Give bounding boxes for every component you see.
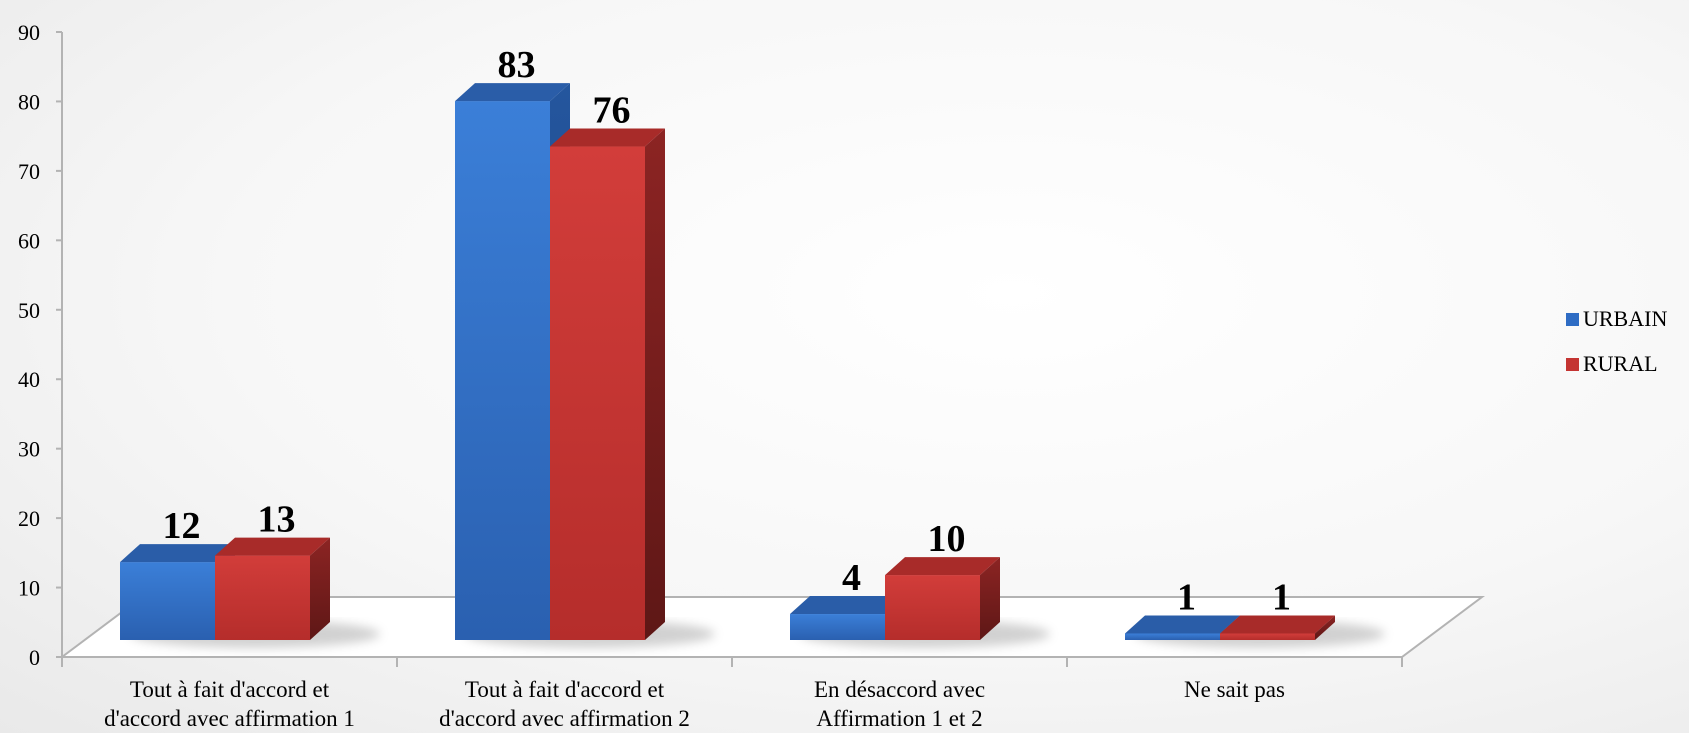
data-label-urbain: 4: [842, 557, 861, 599]
bar-front: [885, 575, 980, 640]
legend: URBAIN RURAL: [1566, 306, 1667, 376]
bar-top: [455, 83, 570, 102]
data-label-rural: 13: [258, 499, 296, 541]
data-labels-group: 12 13 83 76 4 10 1 1: [163, 44, 1292, 618]
data-label-urbain: 1: [1177, 577, 1196, 619]
bar-top: [790, 596, 905, 615]
bar-side: [310, 537, 330, 640]
y-tick-label: 10: [18, 576, 40, 601]
y-tick-label: 50: [18, 298, 40, 323]
legend-swatch-rural: [1566, 358, 1579, 371]
data-label-urbain: 12: [163, 505, 201, 547]
x-axis: Tout à fait d'accord et d'accord avec aff…: [61, 656, 1403, 731]
data-label-rural: 76: [593, 90, 631, 132]
x-category-label: Ne sait pas: [1184, 677, 1285, 702]
y-axis: 0 10 20 30 40 50 60 70 80 90: [18, 20, 63, 670]
bar-rural-1: [215, 537, 330, 640]
data-label-rural: 1: [1272, 577, 1291, 619]
bar-front: [1220, 633, 1315, 640]
y-tick-label: 0: [29, 645, 40, 670]
bar-top: [1125, 615, 1240, 634]
y-tick-label: 30: [18, 437, 40, 462]
bar-front: [215, 555, 310, 640]
x-category-label: Tout à fait d'accord et d'accord avec aff…: [439, 677, 690, 731]
bar-side: [645, 128, 665, 640]
y-tick-label: 60: [18, 228, 40, 253]
bar-side: [1315, 615, 1335, 640]
bar-front: [1125, 633, 1220, 640]
bar-side: [980, 557, 1000, 640]
legend-label-rural: RURAL: [1583, 351, 1658, 376]
legend-swatch-urbain: [1566, 313, 1579, 326]
bar-top: [885, 557, 1000, 576]
bar-top: [215, 537, 330, 556]
bar-front: [120, 562, 215, 640]
data-label-rural: 10: [928, 518, 966, 560]
bar-rural-4: [1220, 615, 1335, 640]
bar-top: [1220, 615, 1335, 634]
bar-rural-3: [885, 557, 1000, 640]
y-tick-label: 90: [18, 20, 40, 45]
x-category-label: Tout à fait d'accord et d'accord avec aff…: [104, 677, 355, 731]
bar-rural-2: [550, 128, 665, 640]
legend-label-urbain: URBAIN: [1583, 306, 1667, 331]
bar-front: [550, 146, 645, 640]
bars-group: [120, 83, 1385, 648]
y-tick-label: 40: [18, 367, 40, 392]
y-tick-label: 70: [18, 159, 40, 184]
x-category-label: En désaccord avec Affirmation 1 et 2: [814, 677, 985, 731]
bar-front: [455, 101, 550, 640]
y-tick-label: 20: [18, 506, 40, 531]
bar-top: [550, 128, 665, 147]
bar-front: [790, 614, 885, 640]
y-tick-label: 80: [18, 89, 40, 114]
data-label-urbain: 83: [498, 44, 536, 86]
bar-top: [120, 544, 235, 563]
